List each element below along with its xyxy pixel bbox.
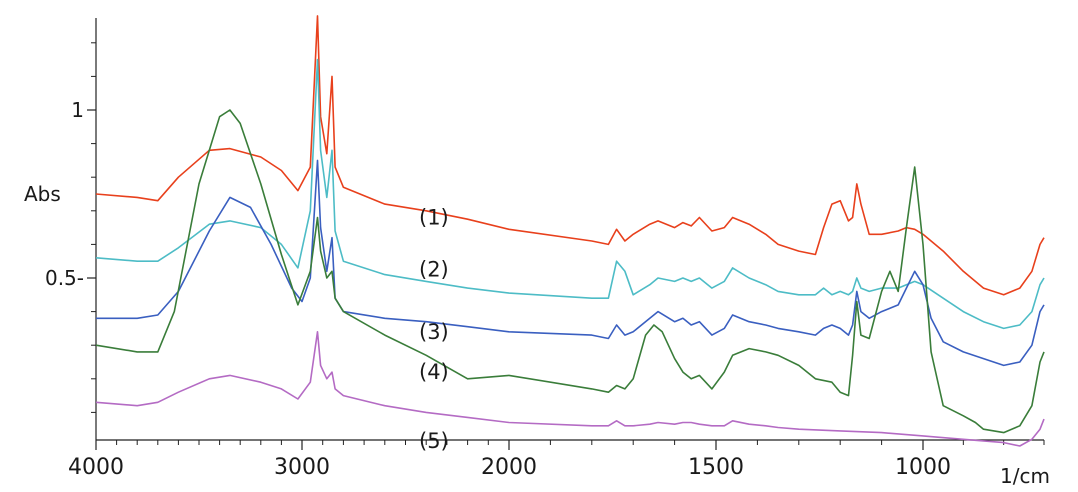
series-label-2: (2) (419, 258, 449, 282)
series-line-4 (95, 109, 1045, 434)
x-tick-label: 1500 (688, 455, 744, 480)
y-axis-label: Abs (24, 182, 61, 206)
series-lines (95, 15, 1045, 447)
series-labels: (1) (2) (3) (4) (5) (419, 206, 449, 453)
series-label-1: (1) (419, 206, 449, 230)
series-line-5 (95, 331, 1045, 447)
axes (95, 18, 1044, 441)
y-tick-label: 0.5- (45, 266, 84, 290)
x-axis-label: 1/cm (1000, 464, 1050, 488)
x-tick-label: 2000 (481, 455, 537, 480)
y-tick-label: 1 (71, 98, 84, 122)
series-label-3: (3) (419, 320, 449, 344)
series-line-2 (95, 58, 1045, 330)
series-label-5: (5) (419, 429, 449, 453)
series-label-4: (4) (419, 360, 449, 384)
series-line-1 (95, 15, 1045, 296)
x-tick-label: 3000 (274, 455, 330, 480)
x-tick-label: 4000 (68, 455, 124, 480)
axis-ticks: 1 0.5- 4000 3000 2000 1500 1000 (45, 42, 1045, 480)
x-tick-label: 1000 (895, 455, 951, 480)
